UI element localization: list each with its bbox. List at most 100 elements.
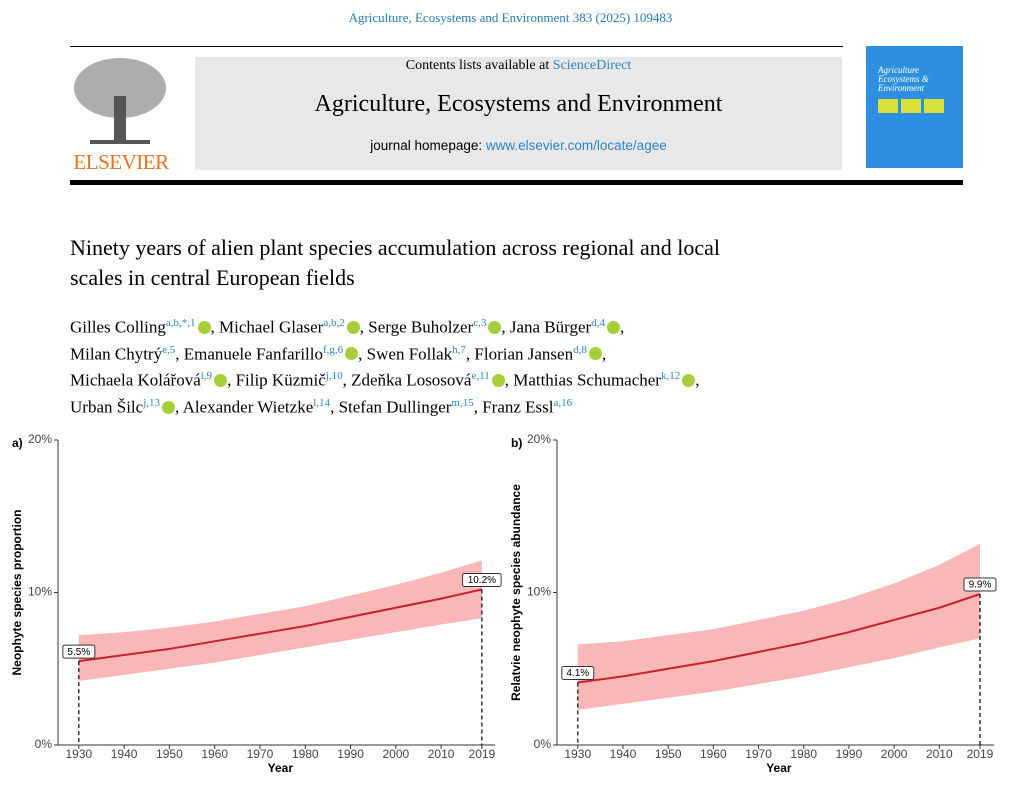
x-tick-label: 1960 [201, 747, 228, 761]
affiliation: i,9 [200, 370, 213, 383]
affiliation: d,4 [591, 317, 605, 329]
author-name: Urban Šilc [70, 397, 144, 417]
author-name: Alexander Wietzke [182, 397, 314, 417]
publisher: ELSEVIER [73, 150, 169, 174]
data-label: 9.9% [969, 580, 992, 591]
y-tick-label: 0% [534, 737, 552, 751]
label-box [561, 665, 595, 680]
journal-title: Agriculture, Ecosystems and Environment [314, 91, 723, 117]
affiliation: c,3 [473, 317, 487, 329]
author-name: Stefan Dullinger [338, 397, 452, 417]
x-tick-label: 1990 [337, 747, 364, 761]
x-tick-label: 1960 [700, 747, 727, 761]
x-tick-label: 2010 [926, 747, 953, 761]
label-box [462, 572, 502, 587]
x-tick-label: 1930 [564, 747, 591, 761]
author-name: Swen Follak [366, 344, 453, 364]
x-tick-label: 1980 [292, 747, 319, 761]
x-tick-label: 1950 [156, 747, 183, 761]
author-name: Emanuele Fanfarillo [183, 344, 323, 364]
separator: , [473, 397, 478, 417]
separator: , [601, 344, 607, 364]
data-label: 10.2% [468, 575, 496, 586]
affiliation: d,8 [573, 343, 587, 356]
author-name: Filip Küzmič [235, 370, 326, 390]
separator: , [619, 317, 625, 337]
affiliation: a,b,*,1 [165, 317, 196, 329]
orcid-icon [346, 320, 360, 334]
x-axis-label: Year [268, 761, 294, 775]
x-tick-label: 1940 [610, 747, 637, 761]
affiliation: l,14 [313, 396, 331, 409]
header-box: Contents lists available at ScienceDirec… [195, 57, 842, 170]
separator: , [358, 344, 363, 364]
author-name: Milan Chytrý [70, 344, 163, 364]
y-tick-label: 20% [527, 432, 551, 446]
link[interactable]: ScienceDirect [552, 58, 632, 73]
elsevier-tree [70, 56, 170, 148]
link[interactable]: www.elsevier.com/locate/agee [485, 138, 667, 153]
author-line: Milan Chytrýe,5, Emanuele Fanfarillof,g,… [70, 339, 699, 366]
affiliation: e,11 [471, 370, 490, 383]
panel-label: b) [511, 436, 522, 450]
separator: , [330, 397, 335, 417]
confidence-band [577, 543, 980, 710]
x-tick-label: 2019 [469, 747, 496, 761]
article-title: Ninety years of alien plant species accu… [70, 233, 720, 293]
x-tick-label: 1930 [65, 747, 92, 761]
orcid-icon [491, 373, 505, 387]
authors: Gilles Collinga,b,*,1, Michael Glasera,b… [70, 312, 699, 419]
thick-rule [70, 180, 963, 185]
y-tick-label: 10% [28, 585, 52, 599]
orcid-icon [606, 320, 620, 334]
separator: , [359, 317, 364, 337]
label-box [62, 644, 96, 659]
author-name: Michaela Kolářová [70, 370, 201, 390]
x-tick-label: 2010 [428, 747, 455, 761]
text: Contents lists available at [405, 58, 550, 73]
separator: , [210, 317, 215, 337]
x-tick-label: 1940 [111, 747, 138, 761]
contents-line: Contents lists available at ScienceDirec… [195, 58, 842, 74]
affiliation: a,16 [553, 396, 573, 409]
author-line: Michaela Kolářovái,9, Filip Küzmičj,10, … [70, 365, 699, 392]
author-name: Franz Essl [482, 397, 554, 417]
separator: , [175, 344, 180, 364]
affiliation: m,15 [451, 396, 474, 409]
x-tick-label: 2000 [881, 747, 908, 761]
y-axis-label: Relatvie neophyte species abundance [509, 484, 523, 701]
author-name: Zdeňka Lososová [351, 370, 472, 390]
orcid-icon [588, 347, 602, 361]
author-line: Urban Šilcj,13, Alexander Wietzkel,14, S… [70, 392, 699, 419]
y-tick-label: 10% [527, 585, 551, 599]
separator: , [501, 317, 506, 337]
data-label: 5.5% [67, 647, 90, 658]
journal-cover: Agriculture Ecosystems & Environment [866, 46, 963, 168]
y-tick-label: 0% [35, 737, 53, 751]
x-tick-label: 1990 [836, 747, 863, 761]
cover-art [878, 99, 944, 113]
affiliation: a,b,2 [323, 317, 345, 329]
y-tick-label: 20% [28, 432, 52, 446]
panel-label: a) [12, 436, 23, 450]
orcid-icon [345, 347, 359, 361]
affiliation: k,12 [660, 370, 681, 383]
separator: , [465, 344, 471, 364]
homepage-line: journal homepage: www.elsevier.com/locat… [195, 138, 842, 153]
affiliation: j,13 [143, 396, 160, 409]
author-name: Michael Glaser [219, 317, 324, 337]
separator: , [175, 397, 180, 417]
x-tick-label: 2019 [967, 747, 994, 761]
text: journal homepage: [370, 138, 483, 153]
x-tick-label: 1980 [790, 747, 817, 761]
separator: , [504, 370, 509, 390]
rule [70, 46, 843, 47]
separator: , [342, 370, 347, 390]
x-tick-label: 1970 [247, 747, 274, 761]
trend-line [577, 593, 981, 684]
orcid-icon [488, 320, 502, 334]
trend-line [78, 588, 483, 663]
orcid-icon [682, 373, 696, 387]
